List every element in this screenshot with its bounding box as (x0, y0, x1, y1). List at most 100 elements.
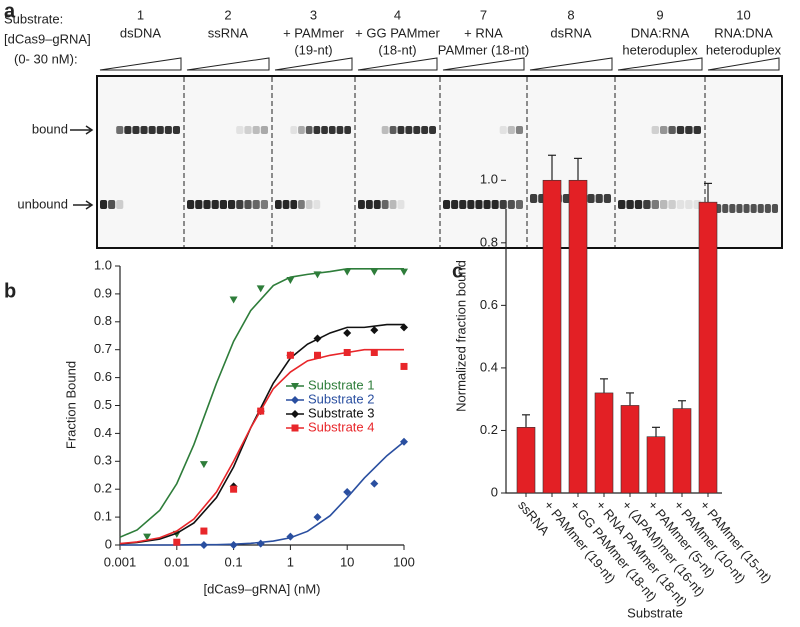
point (256, 285, 265, 293)
gel-band (651, 200, 659, 209)
gel-band (685, 126, 693, 134)
gel-band (187, 200, 195, 209)
point (343, 487, 352, 496)
gel-band (515, 126, 523, 134)
gel-band (507, 200, 515, 209)
gel-band (459, 200, 467, 209)
gel-band (743, 204, 750, 213)
gel-band (244, 200, 252, 209)
conc-wedge (99, 57, 182, 71)
point (286, 351, 294, 359)
y-tick-label: 0.2 (480, 422, 498, 437)
legend-label: Substrate 2 (308, 391, 375, 406)
conc-wedge (617, 57, 703, 71)
gel-band (626, 200, 634, 209)
gel-band (676, 200, 685, 209)
lane-name: dsDNA (120, 25, 162, 40)
fit-line (119, 323, 404, 545)
gel-band (108, 200, 116, 209)
gel-band (373, 200, 381, 209)
lane-number: 1 (137, 7, 144, 22)
conc-label: [dCas9–gRNA] (4, 31, 91, 46)
bar (516, 427, 536, 494)
gel-band (116, 126, 124, 134)
point (314, 351, 322, 359)
point (343, 328, 352, 337)
point (199, 541, 208, 549)
panel-label: a (4, 0, 16, 22)
gel-band (491, 200, 499, 209)
bar (594, 392, 614, 494)
point (230, 485, 238, 493)
x-axis-label: [dCas9–gRNA] (nM) (203, 581, 320, 596)
gel-band (530, 194, 538, 203)
y-tick-label: 0 (105, 536, 112, 551)
lane-name: RNA:DNA (714, 25, 773, 40)
y-tick-label: 0 (491, 484, 498, 499)
gel-band (275, 200, 282, 209)
gel-band (116, 200, 124, 209)
y-tick-label: 0.3 (94, 453, 112, 468)
gel-band (282, 200, 290, 209)
legend-label: Substrate 3 (308, 405, 375, 420)
lane-number: 2 (224, 7, 231, 22)
point (400, 437, 408, 446)
lane-number: 4 (394, 7, 401, 22)
gel-band (429, 126, 436, 134)
bar (568, 179, 588, 494)
panel-label: b (4, 280, 16, 302)
conc-wedge (274, 57, 353, 71)
gel-band (328, 126, 336, 134)
gel-band (515, 200, 523, 209)
y-tick-label: 0.8 (94, 313, 112, 328)
gel-band (729, 204, 736, 213)
gel-band (228, 200, 236, 209)
gel-band (595, 194, 603, 203)
x-tick-label: 100 (393, 554, 415, 569)
bar (646, 436, 666, 494)
conc-range: (0- 30 nM): (14, 51, 78, 66)
fit-line (119, 267, 404, 538)
y-tick-label: 0.4 (94, 425, 112, 440)
point (229, 296, 238, 304)
point (370, 348, 378, 356)
lane-number: 8 (567, 7, 574, 22)
y-tick-label: 0.2 (94, 481, 112, 496)
gel-band (603, 194, 611, 203)
fit-line (120, 441, 405, 546)
point (400, 362, 408, 370)
point (256, 539, 265, 548)
conc-wedge (186, 57, 270, 71)
lane-name: (18-nt) (378, 42, 416, 57)
bar (620, 405, 640, 494)
gel-band (358, 200, 365, 209)
gel-band (507, 126, 515, 134)
gel-band (750, 204, 757, 213)
gel-band (203, 200, 211, 209)
point (286, 532, 295, 541)
gel-band (313, 200, 321, 209)
lane-name: + RNA (464, 25, 503, 40)
gel-band (651, 126, 659, 134)
gel-band (172, 126, 180, 134)
legend-marker (291, 396, 299, 404)
gel-band (290, 200, 298, 209)
gel-band (634, 200, 643, 209)
bar (542, 179, 562, 494)
lane-name: + GG PAMmer (355, 25, 440, 40)
y-tick-label: 0.6 (480, 297, 498, 312)
point (370, 268, 379, 276)
gel-band (344, 126, 351, 134)
legend-label: Substrate 4 (308, 419, 375, 434)
y-tick-label: 0.4 (480, 359, 498, 374)
gel-band (693, 126, 701, 134)
gel-band (336, 126, 344, 134)
lane-name: ssRNA (208, 25, 249, 40)
y-tick-label: 1.0 (94, 257, 112, 272)
y-tick-label: 0.5 (94, 397, 112, 412)
gel-band (722, 204, 729, 213)
x-tick-label: 10 (340, 554, 354, 569)
y-tick-label: 0.7 (94, 341, 112, 356)
point (143, 533, 152, 541)
